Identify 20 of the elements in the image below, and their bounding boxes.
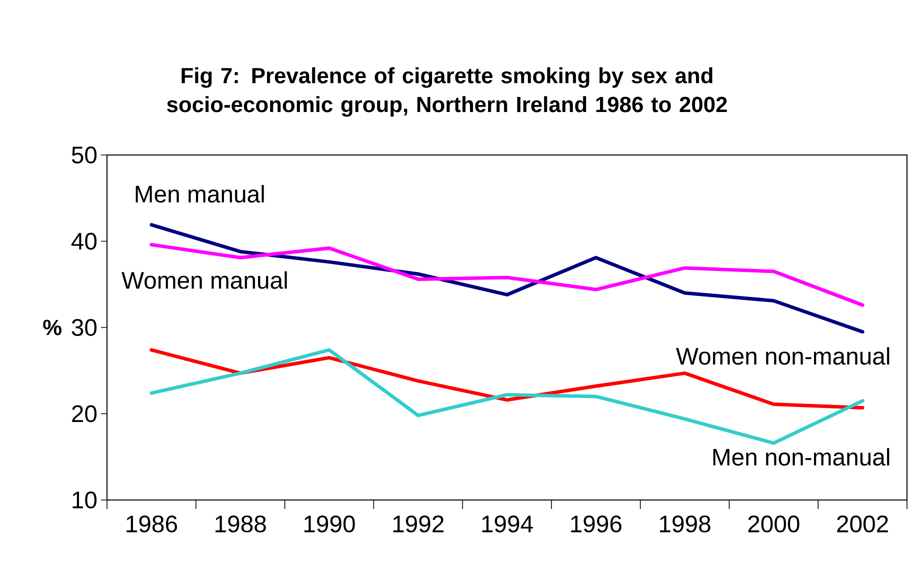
- y-tick-label: 50: [72, 146, 97, 164]
- y-tick-label: 20: [72, 405, 97, 422]
- x-tick-label: 1992: [393, 516, 444, 532]
- x-tick-label: 2000: [748, 516, 800, 532]
- y-tick-label: 10: [72, 492, 97, 508]
- x-tick-label: 1998: [660, 516, 710, 532]
- series-label: Women non-manual: [676, 347, 890, 365]
- x-tick-label: 1986: [126, 516, 177, 532]
- chart-title: Fig 7: Prevalence of cigarette smoking by sex and socio-economic group, Northern Ireland 1986 to 2002: [167, 67, 727, 117]
- series-label: Men non-manual: [713, 448, 890, 466]
- x-tick-label: 1994: [482, 516, 533, 532]
- y-axis-title: %: [43, 320, 62, 336]
- x-tick-label: 1996: [571, 516, 622, 532]
- x-tick-label: 1990: [304, 516, 355, 532]
- series-label: Men manual: [136, 185, 264, 203]
- series-label: Women manual: [122, 271, 287, 289]
- y-tick-label: 30: [72, 319, 97, 336]
- x-tick-label: 2002: [837, 516, 888, 532]
- x-tick-label: 1988: [216, 516, 266, 532]
- y-tick-label: 40: [71, 232, 97, 250]
